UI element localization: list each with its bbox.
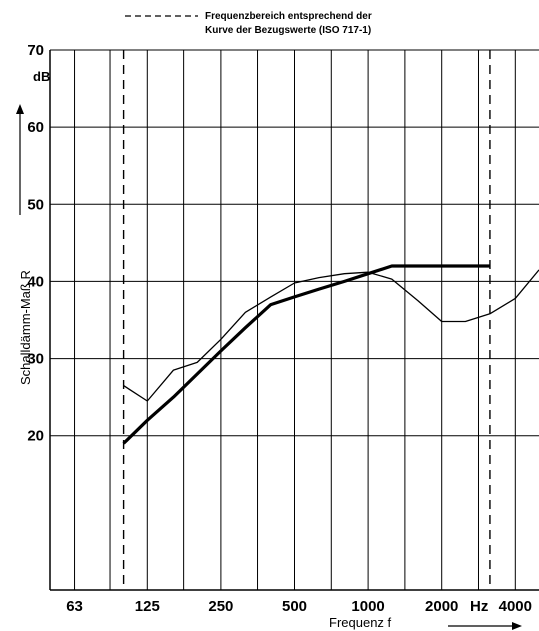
x-axis-label: Frequenz f [329, 615, 392, 630]
x-unit-label: Hz [470, 598, 488, 615]
y-tick-label: 30 [27, 351, 44, 368]
y-tick-label: 50 [27, 196, 44, 213]
x-tick-label: 4000 [499, 598, 532, 615]
y-tick-label: 60 [27, 119, 44, 136]
x-tick-label: 2000 [425, 598, 458, 615]
y-axis-arrow-head [16, 104, 24, 114]
x-tick-label: 250 [208, 598, 233, 615]
x-tick-label: 63 [66, 598, 83, 615]
x-tick-label: 125 [135, 598, 160, 615]
plot-area: 20 30 40 50 60 70 63 125 250 500 1000 2000 4000 [27, 42, 539, 615]
measured-curve-line [123, 269, 539, 402]
y-tick-label: 20 [27, 428, 44, 445]
y-axis-label: Schalldämm-Maß R [18, 270, 33, 385]
y-unit-label: dB [33, 69, 50, 84]
y-tick-label: 70 [27, 42, 44, 59]
legend-line-1: Frequenzbereich entsprechend der [205, 11, 372, 22]
legend-line-2: Kurve der Bezugswerte (ISO 717-1) [205, 25, 371, 36]
y-tick-label: 40 [27, 273, 44, 290]
x-axis-arrow-head [512, 622, 522, 630]
reference-curve-line [122, 264, 490, 445]
x-tick-label: 1000 [351, 598, 384, 615]
x-tick-label: 500 [282, 598, 307, 615]
